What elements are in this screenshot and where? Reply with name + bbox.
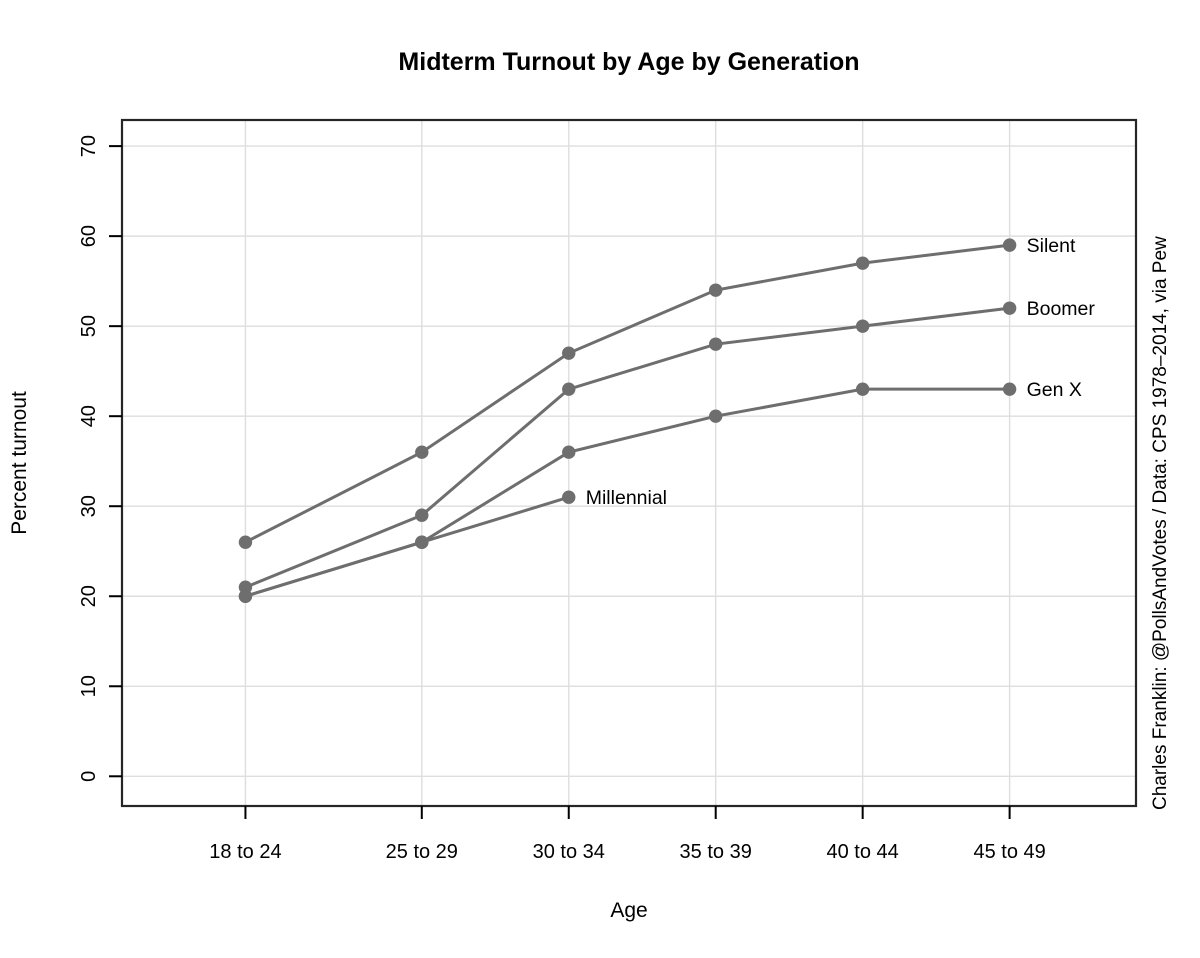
y-tick-label: 60	[78, 225, 100, 247]
data-point-millennial	[562, 490, 576, 504]
data-point-boomer	[709, 337, 723, 351]
plot-border	[120, 118, 1138, 808]
series-label-millennial: Millennial	[586, 487, 667, 509]
series-line-silent	[244, 243, 1010, 544]
y-tick-label: 40	[78, 405, 100, 427]
y-tick-label: 20	[78, 585, 100, 607]
x-tick-label: 45 to 49	[973, 841, 1045, 863]
y-tick-label: 0	[78, 771, 100, 782]
x-tick-label: 35 to 39	[680, 841, 752, 863]
chart-title: Midterm Turnout by Age by Generation	[398, 48, 859, 76]
x-tick-label: 25 to 29	[386, 841, 458, 863]
y-tick-label: 30	[78, 495, 100, 517]
y-tick-label: 50	[78, 315, 100, 337]
data-point-millennial	[238, 589, 253, 603]
x-tick-label: 18 to 24	[209, 841, 281, 863]
data-series	[238, 238, 1017, 603]
x-axis-title: Age	[610, 899, 647, 922]
data-point-silent	[238, 535, 253, 549]
series-label-gen-x: Gen X	[1027, 379, 1082, 401]
x-tick-label: 40 to 44	[827, 841, 899, 863]
data-point-silent	[855, 256, 870, 270]
data-point-boomer	[562, 382, 576, 396]
data-point-gen-x	[1002, 382, 1017, 396]
data-point-silent	[415, 445, 429, 459]
x-tick-label: 30 to 34	[533, 841, 605, 863]
data-point-boomer	[415, 508, 429, 522]
data-point-gen-x	[855, 382, 870, 396]
data-point-millennial	[415, 535, 429, 549]
y-axis-title: Percent turnout	[8, 391, 31, 535]
series-label-boomer: Boomer	[1027, 298, 1096, 320]
data-point-silent	[709, 283, 723, 297]
attribution-credit: Charles Franklin: @PollsAndVotes / Data:…	[1150, 236, 1171, 810]
data-point-silent	[562, 346, 576, 360]
data-point-boomer	[855, 319, 870, 333]
data-point-gen-x	[709, 409, 723, 423]
data-point-gen-x	[562, 445, 576, 459]
series-line-millennial	[245, 495, 570, 598]
data-point-boomer	[1002, 301, 1017, 315]
y-tick-label: 10	[78, 675, 100, 697]
y-tick-label: 70	[78, 135, 100, 157]
grid-lines	[122, 120, 1136, 806]
series-label-silent: Silent	[1027, 235, 1076, 257]
data-point-silent	[1002, 238, 1017, 252]
series-labels: Silent Boomer Gen X Millennial	[586, 235, 1096, 509]
axes: 0 10 20 30 40 50 60 70 18 to 24 25 to 29 30 to 34 3…	[78, 135, 1046, 863]
series-line-boomer	[244, 306, 1010, 589]
